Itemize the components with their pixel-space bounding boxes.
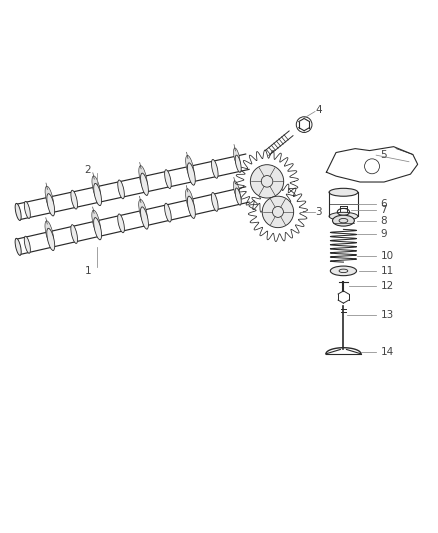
Ellipse shape bbox=[15, 238, 21, 255]
Ellipse shape bbox=[329, 212, 358, 220]
Ellipse shape bbox=[330, 266, 357, 276]
Ellipse shape bbox=[71, 190, 78, 209]
Ellipse shape bbox=[71, 225, 78, 244]
Text: 10: 10 bbox=[381, 251, 394, 261]
Ellipse shape bbox=[94, 183, 102, 206]
Ellipse shape bbox=[332, 215, 354, 226]
Ellipse shape bbox=[92, 176, 100, 200]
Ellipse shape bbox=[187, 196, 195, 219]
Ellipse shape bbox=[233, 181, 240, 199]
Ellipse shape bbox=[45, 186, 53, 211]
Ellipse shape bbox=[141, 207, 148, 229]
Ellipse shape bbox=[24, 236, 30, 253]
Text: 2: 2 bbox=[85, 165, 92, 175]
Text: 7: 7 bbox=[381, 205, 387, 215]
Ellipse shape bbox=[92, 210, 100, 235]
Ellipse shape bbox=[118, 214, 124, 233]
Ellipse shape bbox=[235, 155, 241, 172]
Ellipse shape bbox=[118, 180, 124, 199]
Circle shape bbox=[262, 196, 293, 228]
Ellipse shape bbox=[141, 173, 148, 196]
Ellipse shape bbox=[47, 228, 55, 251]
Ellipse shape bbox=[187, 163, 195, 185]
Text: 14: 14 bbox=[381, 346, 394, 357]
Ellipse shape bbox=[25, 201, 30, 219]
Text: 12: 12 bbox=[381, 281, 394, 291]
Ellipse shape bbox=[47, 193, 55, 216]
Ellipse shape bbox=[165, 203, 171, 222]
Ellipse shape bbox=[235, 188, 241, 205]
Ellipse shape bbox=[139, 199, 147, 224]
Ellipse shape bbox=[329, 188, 358, 196]
Text: 3: 3 bbox=[315, 207, 321, 217]
Ellipse shape bbox=[212, 159, 218, 178]
Ellipse shape bbox=[186, 156, 194, 180]
Text: 5: 5 bbox=[381, 150, 387, 160]
Ellipse shape bbox=[165, 169, 171, 189]
Ellipse shape bbox=[233, 148, 240, 167]
Ellipse shape bbox=[45, 221, 53, 245]
Text: 13: 13 bbox=[381, 310, 394, 319]
Ellipse shape bbox=[94, 217, 102, 240]
Ellipse shape bbox=[212, 192, 218, 211]
Circle shape bbox=[251, 165, 284, 198]
Text: 11: 11 bbox=[381, 266, 394, 276]
Ellipse shape bbox=[139, 166, 147, 190]
Text: 6: 6 bbox=[381, 199, 387, 209]
Text: 4: 4 bbox=[315, 105, 321, 115]
Text: 8: 8 bbox=[381, 216, 387, 225]
Text: 1: 1 bbox=[85, 266, 92, 276]
Ellipse shape bbox=[15, 204, 21, 221]
Text: 9: 9 bbox=[381, 229, 387, 239]
Ellipse shape bbox=[186, 189, 194, 213]
